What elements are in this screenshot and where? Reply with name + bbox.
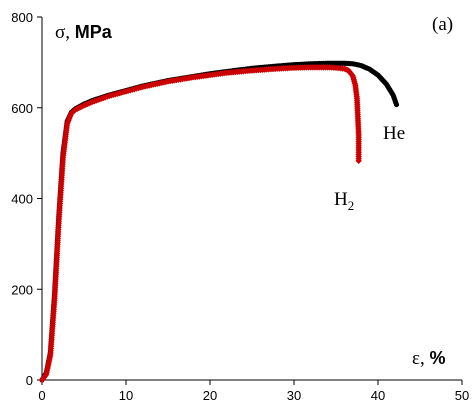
y-tick-label: 0 — [26, 373, 33, 388]
data-point — [393, 101, 400, 108]
series-label-h2: H2 — [334, 189, 354, 213]
series-label-h2-main: H — [334, 189, 348, 210]
x-axis-title: ε, % — [412, 348, 446, 369]
x-tick-label: 10 — [119, 388, 133, 403]
x-tick-label: 40 — [371, 388, 385, 403]
x-axis-symbol: ε, — [412, 348, 429, 369]
series-h2 — [38, 64, 362, 384]
x-tick-label: 50 — [455, 388, 469, 403]
series-layer — [38, 60, 400, 384]
x-tick-label: 20 — [203, 388, 217, 403]
ticks: 0 10 20 30 40 50 0 200 400 600 800 — [11, 10, 469, 403]
y-axis-unit: MPa — [75, 22, 113, 42]
x-axis-unit: % — [429, 348, 445, 368]
series-line-h2 — [41, 66, 360, 381]
y-tick-label: 600 — [11, 101, 33, 116]
series-line-he — [41, 62, 398, 381]
y-tick-label: 800 — [11, 10, 33, 25]
x-tick-label: 30 — [287, 388, 301, 403]
series-label-h2-sub: 2 — [348, 198, 355, 213]
y-axis-symbol: σ, — [55, 22, 75, 43]
panel-label: (a) — [432, 14, 453, 35]
series-he — [39, 60, 400, 383]
series-label-he: He — [383, 123, 405, 144]
x-tick-label: 0 — [38, 388, 45, 403]
y-axis-title: σ, MPa — [55, 22, 113, 43]
y-tick-label: 200 — [11, 282, 33, 297]
y-tick-label: 400 — [11, 192, 33, 207]
data-point — [355, 157, 362, 165]
